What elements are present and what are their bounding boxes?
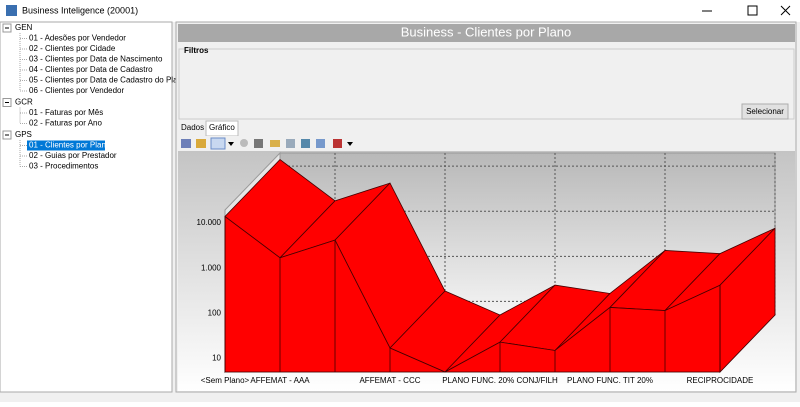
selection [27,140,105,151]
toolbar [178,136,795,151]
close[interactable] [780,5,791,16]
select-button[interactable] [741,103,789,120]
tree-item[interactable]: 02 - Guias por Prestador [29,151,117,160]
filters-label: Filtros [184,46,209,55]
icon[interactable] [316,139,325,148]
x-tick-label: AFFEMAT - AAA [250,376,310,385]
icon[interactable] [270,140,280,147]
app-icon [6,5,17,16]
tree-item[interactable]: 03 - Procedimentos [29,162,98,171]
maximize[interactable] [747,5,758,16]
tree-item[interactable]: 01 - Adesões por Vendedor [29,34,126,43]
tree-item[interactable]: 02 - Clientes por Cidade [29,44,116,53]
tab[interactable]: Dados [181,123,204,132]
x-tick-label: RECIPROCIDADE [687,376,754,385]
title-bar [0,0,800,22]
tree-item[interactable]: 01 - Clientes por Plano [29,141,111,150]
icon[interactable] [333,139,342,148]
icon[interactable] [196,139,206,148]
y-tick-label: 100 [208,308,222,317]
icon[interactable] [181,139,191,148]
tree-group[interactable]: GEN [15,23,33,32]
select-button-label[interactable]: Selecionar [746,107,784,116]
tree-group[interactable]: GPS [15,130,32,139]
y-tick-label: 10 [212,354,221,363]
icon[interactable] [228,142,234,146]
tree-item[interactable]: 01 - Faturas por Mês [29,108,103,117]
tree-item[interactable]: 03 - Clientes por Data de Nascimento [29,55,163,64]
toolbar-icons [181,137,353,150]
x-tick-label: <Sem Plano> [201,376,250,385]
header-title: Business - Clientes por Plano [401,24,572,39]
tree-item[interactable]: 05 - Clientes por Data de Cadastro do Pl… [29,76,187,85]
window-title: Business Inteligence (20001) [22,5,138,15]
x-tick-label: PLANO FUNC. TIT 20% [567,376,653,385]
tree-item[interactable]: 06 - Clientes por Vendedor [29,86,125,95]
icon[interactable] [240,139,248,147]
tree-group[interactable]: GCR [15,98,33,107]
icon[interactable] [254,139,263,148]
tree-panel [0,21,173,393]
tab[interactable]: Gráfico [209,123,235,132]
y-tick-label: 10.000 [197,218,222,227]
x-tick-label: PLANO FUNC. 20% CONJ/FILH [442,376,558,385]
icon[interactable] [347,142,353,146]
icon[interactable] [210,137,226,150]
icon[interactable] [286,139,295,148]
filters-box [178,48,795,120]
header-bar [178,24,795,42]
x-tick-label: AFFEMAT - CCC [359,376,420,385]
tree-item[interactable]: 04 - Clientes por Data de Cadastro [29,65,153,74]
y-tick-label: 1.000 [201,263,222,272]
tree-item[interactable]: 02 - Faturas por Ano [29,119,102,128]
icon[interactable] [301,139,310,148]
